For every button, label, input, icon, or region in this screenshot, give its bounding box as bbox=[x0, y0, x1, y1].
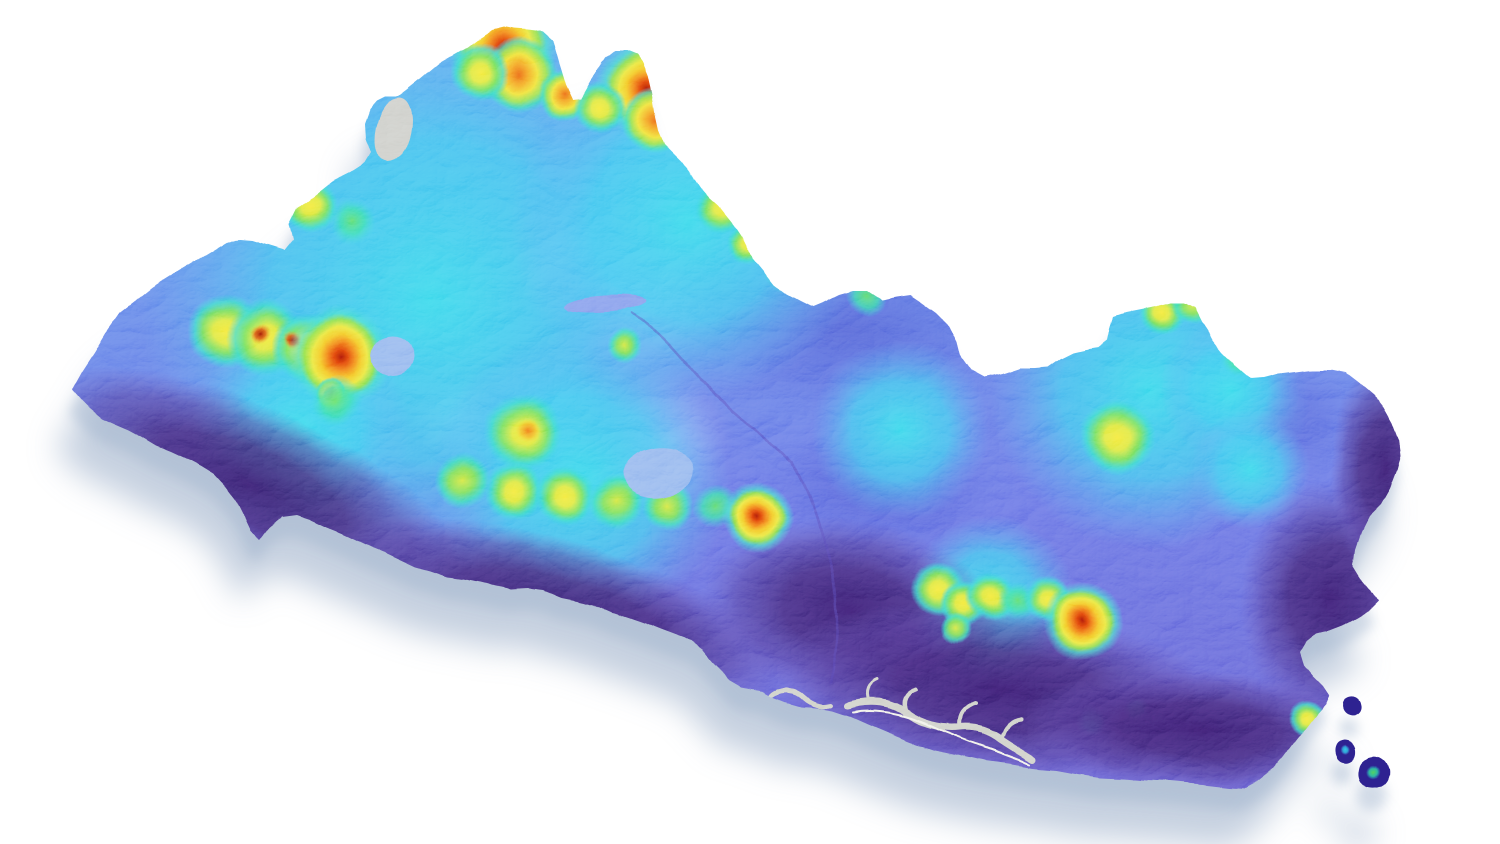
shadow-silhouette bbox=[1339, 718, 1359, 737]
islands-group bbox=[1334, 696, 1390, 790]
conchaguita-summit bbox=[1340, 745, 1350, 755]
shadow-silhouette bbox=[1342, 817, 1374, 844]
shadow-silhouette bbox=[1331, 761, 1353, 785]
meanguera-summit bbox=[1367, 766, 1381, 780]
shadow-silhouette bbox=[1318, 799, 1340, 823]
island-zacatillo bbox=[1342, 696, 1362, 715]
